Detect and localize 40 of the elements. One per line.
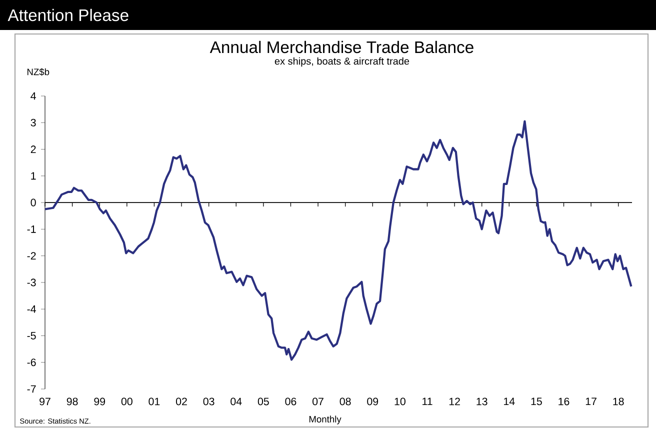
- x-tick-label: 08: [340, 398, 351, 406]
- x-tick-label: 13: [476, 398, 488, 406]
- x-tick-label: 07: [312, 398, 324, 406]
- x-tick-label: 09: [367, 398, 378, 406]
- x-tick-label: 06: [285, 398, 296, 406]
- x-tick-label: 14: [504, 398, 515, 406]
- y-tick-label: -7: [27, 385, 36, 393]
- y-tick-label: 2: [30, 146, 36, 153]
- x-tick-label: 15: [531, 398, 542, 406]
- x-tick-label: 03: [203, 398, 214, 406]
- x-tick-label: 12: [449, 398, 460, 406]
- x-tick-label: 04: [230, 398, 242, 406]
- y-tick-label: -6: [27, 358, 36, 366]
- x-tick-label: 02: [176, 398, 187, 406]
- x-tick-label: 11: [422, 398, 432, 406]
- x-tick-label: 16: [558, 398, 570, 406]
- y-tick-label: 0: [30, 198, 36, 206]
- x-tick-label: 99: [94, 398, 106, 406]
- x-tick-label: 97: [40, 398, 50, 406]
- y-tick-label: -1: [27, 226, 36, 233]
- y-tick-label: -4: [27, 305, 36, 313]
- x-tick-label: 00: [121, 398, 132, 406]
- y-tick-label: 4: [30, 92, 36, 100]
- chart-title: Annual Merchandise Trade Balance: [210, 40, 474, 54]
- x-tick-label: 98: [66, 398, 78, 406]
- line-series: [44, 120, 632, 361]
- y-tick-label: -5: [27, 332, 36, 340]
- x-tick-label: 01: [148, 398, 160, 406]
- x-axis-title: Monthly: [309, 416, 342, 424]
- x-tick-label: 05: [258, 398, 269, 406]
- x-tick-label: 17: [586, 398, 596, 406]
- y-tick-label: -2: [27, 252, 36, 260]
- x-tick-label: 18: [613, 398, 624, 406]
- y-tick-label: -3: [27, 278, 36, 286]
- y-tick-label: 1: [31, 172, 36, 180]
- x-tick-label: 10: [394, 398, 406, 406]
- y-tick-label: 3: [30, 118, 36, 126]
- y-axis-title: NZ$b: [27, 68, 50, 76]
- chart-subtitle: ex ships, boats & aircraft trade: [274, 57, 410, 67]
- text: Attention Please: [8, 8, 128, 22]
